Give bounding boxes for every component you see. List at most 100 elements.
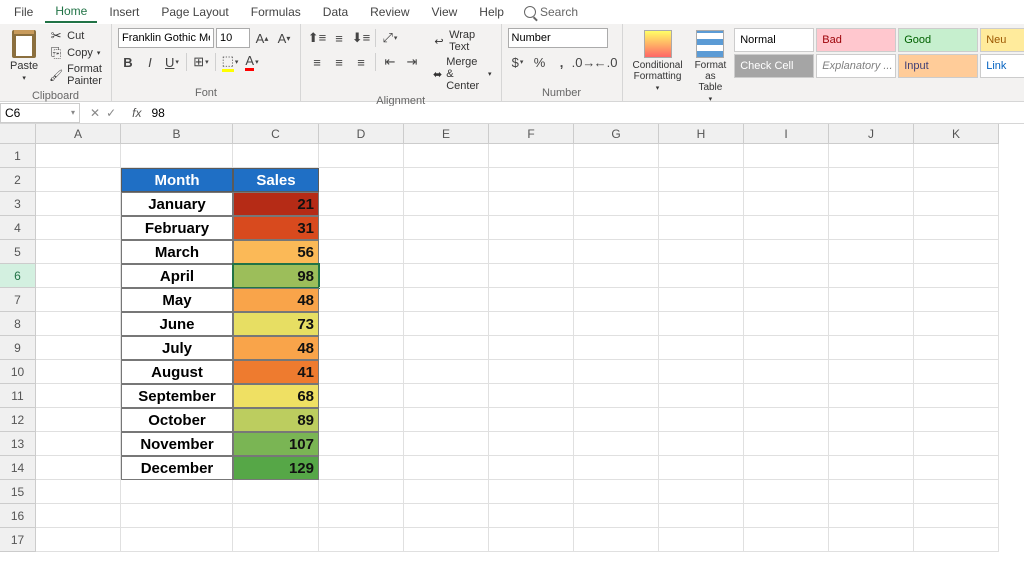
cell-C4[interactable]: 31 [233,216,319,240]
cell-J11[interactable] [829,384,914,408]
cell-F2[interactable] [489,168,574,192]
row-header-4[interactable]: 4 [0,216,36,240]
cell-B7[interactable]: May [121,288,233,312]
cell-I17[interactable] [744,528,829,552]
tab-formulas[interactable]: Formulas [241,2,311,22]
cell-I13[interactable] [744,432,829,456]
style-link[interactable]: Link [980,54,1024,78]
cell-C13[interactable]: 107 [233,432,319,456]
number-format-select[interactable] [508,28,608,48]
cell-D16[interactable] [319,504,404,528]
col-header-D[interactable]: D [319,124,404,144]
col-header-A[interactable]: A [36,124,121,144]
cell-J16[interactable] [829,504,914,528]
cell-E12[interactable] [404,408,489,432]
cell-E17[interactable] [404,528,489,552]
cell-J8[interactable] [829,312,914,336]
cell-J17[interactable] [829,528,914,552]
cell-C2[interactable]: Sales [233,168,319,192]
italic-button[interactable]: I [140,52,160,72]
cell-A7[interactable] [36,288,121,312]
cell-B13[interactable]: November [121,432,233,456]
indent-decrease-button[interactable]: ⇤ [380,52,400,72]
cell-J4[interactable] [829,216,914,240]
row-header-12[interactable]: 12 [0,408,36,432]
shrink-font-button[interactable]: A▾ [274,28,294,48]
cell-I15[interactable] [744,480,829,504]
cell-B14[interactable]: December [121,456,233,480]
cell-D2[interactable] [319,168,404,192]
cell-F11[interactable] [489,384,574,408]
cell-D6[interactable] [319,264,404,288]
cell-B6[interactable]: April [121,264,233,288]
cell-A14[interactable] [36,456,121,480]
cell-I8[interactable] [744,312,829,336]
cell-K17[interactable] [914,528,999,552]
row-header-14[interactable]: 14 [0,456,36,480]
fx-icon[interactable]: fx [126,106,147,120]
cell-K12[interactable] [914,408,999,432]
cell-G2[interactable] [574,168,659,192]
cell-K15[interactable] [914,480,999,504]
fill-color-button[interactable]: ⬚ [220,52,240,72]
row-header-8[interactable]: 8 [0,312,36,336]
cell-K6[interactable] [914,264,999,288]
cell-E9[interactable] [404,336,489,360]
cell-K10[interactable] [914,360,999,384]
style-good[interactable]: Good [898,28,978,52]
cell-D5[interactable] [319,240,404,264]
tab-data[interactable]: Data [313,2,358,22]
col-header-G[interactable]: G [574,124,659,144]
cell-G13[interactable] [574,432,659,456]
row-header-7[interactable]: 7 [0,288,36,312]
cell-F13[interactable] [489,432,574,456]
cell-D9[interactable] [319,336,404,360]
row-header-16[interactable]: 16 [0,504,36,528]
cell-H7[interactable] [659,288,744,312]
cell-K9[interactable] [914,336,999,360]
style-neu[interactable]: Neu [980,28,1024,52]
cell-B8[interactable]: June [121,312,233,336]
align-left-button[interactable]: ≡ [307,52,327,72]
col-header-J[interactable]: J [829,124,914,144]
cell-J13[interactable] [829,432,914,456]
cell-C17[interactable] [233,528,319,552]
cell-H4[interactable] [659,216,744,240]
cell-C9[interactable]: 48 [233,336,319,360]
enter-formula-button[interactable]: ✓ [106,106,116,120]
row-header-11[interactable]: 11 [0,384,36,408]
tab-page-layout[interactable]: Page Layout [151,2,238,22]
cell-B16[interactable] [121,504,233,528]
cell-A15[interactable] [36,480,121,504]
cell-C11[interactable]: 68 [233,384,319,408]
cell-C8[interactable]: 73 [233,312,319,336]
style-checkcell[interactable]: Check Cell [734,54,814,78]
cell-H12[interactable] [659,408,744,432]
align-middle-button[interactable]: ≡ [329,28,349,48]
cell-G16[interactable] [574,504,659,528]
cell-F14[interactable] [489,456,574,480]
bold-button[interactable]: B [118,52,138,72]
align-bottom-button[interactable]: ⬇≡ [351,28,371,48]
style-bad[interactable]: Bad [816,28,896,52]
cell-B5[interactable]: March [121,240,233,264]
cell-E3[interactable] [404,192,489,216]
row-header-5[interactable]: 5 [0,240,36,264]
cell-C12[interactable]: 89 [233,408,319,432]
cell-I5[interactable] [744,240,829,264]
cell-C5[interactable]: 56 [233,240,319,264]
cell-A13[interactable] [36,432,121,456]
wrap-text-button[interactable]: ↩Wrap Text [430,28,495,54]
cell-A8[interactable] [36,312,121,336]
row-header-1[interactable]: 1 [0,144,36,168]
cell-F3[interactable] [489,192,574,216]
cell-A12[interactable] [36,408,121,432]
cell-D7[interactable] [319,288,404,312]
col-header-C[interactable]: C [233,124,319,144]
cell-C16[interactable] [233,504,319,528]
cell-B2[interactable]: Month [121,168,233,192]
cell-E4[interactable] [404,216,489,240]
format-as-table-button[interactable]: Format as Table▾ [691,28,731,105]
align-right-button[interactable]: ≡ [351,52,371,72]
cell-D11[interactable] [319,384,404,408]
